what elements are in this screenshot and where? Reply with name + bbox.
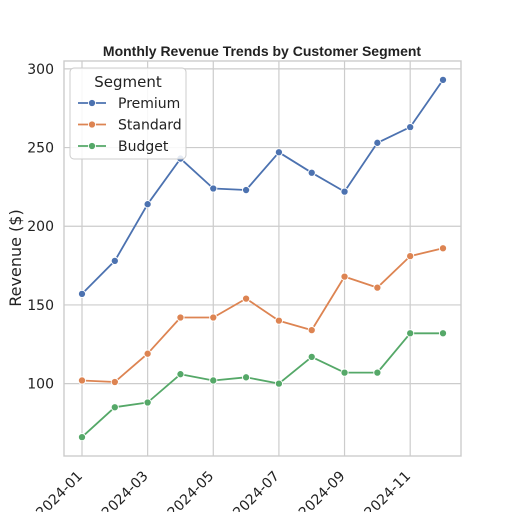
series-standard (77, 244, 448, 387)
data-point (209, 376, 218, 385)
data-point (77, 433, 87, 442)
legend-label: Premium (118, 96, 180, 112)
legend-item-standard: Standard (78, 118, 182, 134)
data-point (307, 326, 316, 335)
legend-item-premium: Premium (78, 96, 180, 112)
chart-title: Monthly Revenue Trends by Customer Segme… (103, 43, 422, 59)
x-tick-label: 2024-01 (33, 468, 86, 512)
data-point (373, 368, 382, 377)
data-point (242, 373, 251, 382)
legend-items: Premium Standard Budget (78, 96, 182, 155)
x-axis-ticks: 2024-01 2024-03 2024-05 2024-07 2024-09 2024-… (33, 468, 414, 512)
plot-frame (63, 60, 462, 457)
x-tick-label: 2024-11 (362, 468, 415, 512)
data-point (373, 138, 382, 147)
data-point (242, 294, 251, 303)
data-point (143, 200, 152, 209)
data-point (307, 352, 316, 361)
data-point (406, 252, 415, 261)
series-budget (77, 329, 448, 442)
data-point (307, 168, 316, 177)
series-line-premium (81, 79, 444, 295)
data-point (340, 187, 349, 196)
data-point (274, 316, 283, 325)
legend-marker (87, 120, 97, 129)
legend-marker (87, 141, 97, 151)
y-axis-label: Revenue ($) (6, 209, 25, 306)
legend-marker (87, 98, 97, 108)
legend-item-budget: Budget (78, 139, 169, 155)
data-point (176, 313, 185, 322)
data-point (406, 329, 415, 338)
data-point (242, 185, 251, 195)
y-tick-label: 300 (27, 62, 54, 78)
x-tick-label: 2024-03 (99, 468, 152, 512)
data-point (340, 368, 349, 377)
legend-label: Standard (118, 118, 182, 134)
legend-box (69, 67, 187, 160)
data-point (209, 313, 218, 322)
data-point (143, 398, 152, 407)
x-tick-label: 2024-09 (296, 468, 349, 512)
data-point (77, 376, 87, 385)
data-point (143, 349, 152, 358)
data-point (406, 123, 415, 132)
data-point (340, 272, 349, 281)
data-point (110, 256, 119, 265)
y-tick-label: 100 (27, 377, 54, 393)
data-point (110, 377, 119, 387)
legend-label: Budget (118, 139, 169, 155)
data-point (110, 403, 119, 412)
y-tick-label: 150 (27, 298, 54, 314)
data-point (274, 379, 283, 388)
legend: Segment Premium Standard Budget (69, 67, 187, 160)
y-axis-ticks: 100 150 200 250 300 (27, 62, 54, 393)
x-tick-label: 2024-05 (165, 468, 218, 512)
y-tick-label: 200 (27, 219, 54, 235)
series-line-standard (81, 247, 444, 383)
y-tick-label: 250 (27, 141, 54, 157)
x-tick-label: 2024-07 (230, 468, 283, 512)
data-point (438, 244, 448, 253)
data-point (373, 283, 382, 292)
data-point (77, 289, 87, 298)
data-point (209, 184, 218, 193)
data-point (274, 148, 283, 157)
data-point (176, 370, 185, 379)
legend-title: Segment (94, 73, 162, 91)
series-line-budget (81, 332, 443, 438)
data-point (438, 329, 448, 338)
data-point (438, 75, 448, 84)
